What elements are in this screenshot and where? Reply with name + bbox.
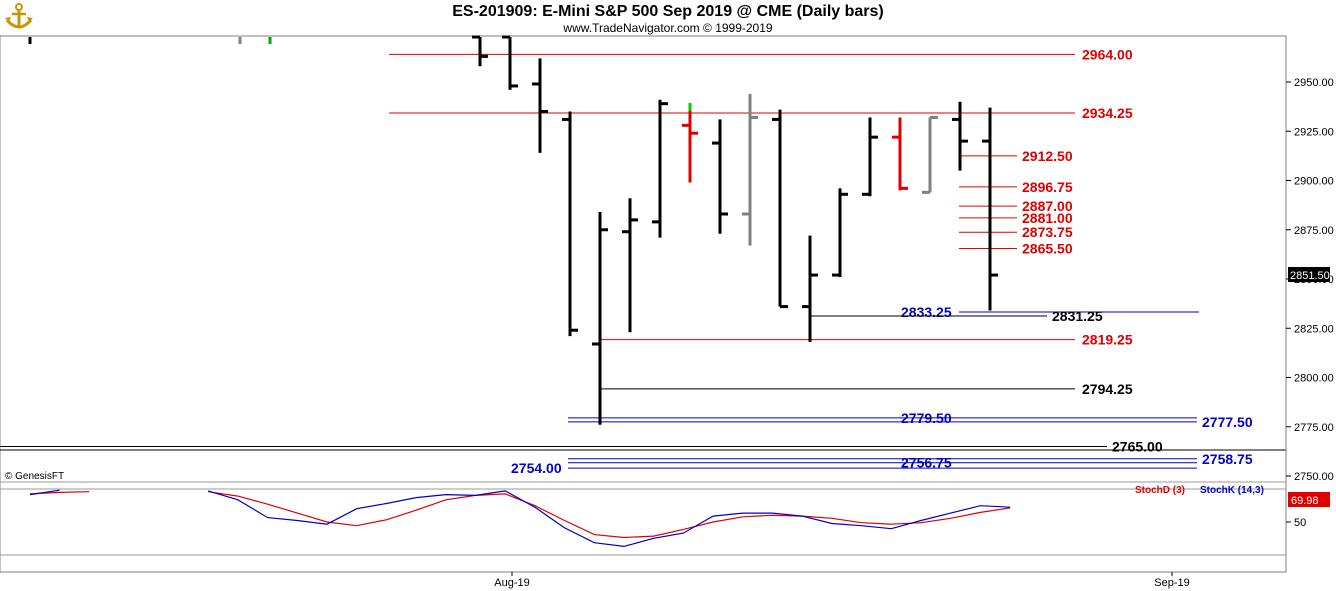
price-tick-label: 2775.00 <box>1294 422 1334 434</box>
stochastic-lines <box>29 489 1011 548</box>
price-tick-label: 2800.00 <box>1294 373 1334 385</box>
price-tick-label: 2925.00 <box>1294 126 1334 138</box>
price-tick-label: 2950.00 <box>1294 77 1334 89</box>
chart-subtitle: www.TradeNavigator.com © 1999-2019 <box>563 21 773 35</box>
price-tick-label: 2750.00 <box>1294 471 1334 483</box>
stoch-value-label: 69.98 <box>1291 495 1319 507</box>
stoch-tick-label: 50 <box>1294 517 1306 529</box>
level-label: 2819.25 <box>1082 332 1133 348</box>
level-label: 2912.50 <box>1022 148 1073 164</box>
stochd-legend: StochD (3) <box>1135 485 1185 496</box>
level-label: 2831.25 <box>1052 308 1103 324</box>
stochk-legend: StochK (14,3) <box>1200 485 1264 496</box>
ohlc-bars <box>28 35 998 425</box>
anchor-logo-icon <box>4 2 34 37</box>
date-tick-label: Aug-19 <box>494 577 529 589</box>
chart-header: ES-201909: E-Mini S&P 500 Sep 2019 @ CME… <box>0 0 1336 36</box>
last-price-box <box>1288 267 1330 282</box>
price-tick-label: 2825.00 <box>1294 323 1334 335</box>
price-tick-label: 2900.00 <box>1294 176 1334 188</box>
level-label: 2934.25 <box>1082 105 1133 121</box>
level-lines: 2964.00 2934.25 2912.50 2896.75 2887.002881.… <box>0 46 1253 476</box>
chart-title: ES-201909: E-Mini S&P 500 Sep 2019 @ CME… <box>452 3 884 20</box>
stochk-line <box>29 489 1011 548</box>
level-label: 2896.75 <box>1022 179 1073 195</box>
level-label: 2754.00 <box>511 460 562 476</box>
level-label: 2794.25 <box>1082 381 1133 397</box>
level-label: 2887.00 <box>1022 198 1073 214</box>
last-price-label: 2851.50 <box>1290 270 1330 282</box>
date-axis: Aug-19 Sep-19 <box>494 572 1190 589</box>
level-label: 2779.50 <box>901 410 952 426</box>
date-tick-label: Sep-19 <box>1154 577 1189 589</box>
level-label: 2964.00 <box>1082 46 1133 62</box>
price-tick-label: 2875.00 <box>1294 225 1334 237</box>
panel-frames <box>0 35 1287 573</box>
level-label: 2777.50 <box>1202 414 1253 430</box>
copyright-label: © GenesisFT <box>5 471 64 482</box>
stoch-value-box <box>1288 492 1330 507</box>
level-label: 2758.75 <box>1202 451 1253 467</box>
level-label: 2881.00 <box>1022 210 1073 226</box>
level-label: 2833.25 <box>901 304 952 320</box>
level-label: 2873.75 <box>1022 224 1073 240</box>
level-label: 2865.50 <box>1022 240 1073 256</box>
level-label: 2756.75 <box>901 455 952 471</box>
level-label: 2765.00 <box>1112 438 1163 454</box>
stochastic-axis: 50 <box>0 488 1306 556</box>
